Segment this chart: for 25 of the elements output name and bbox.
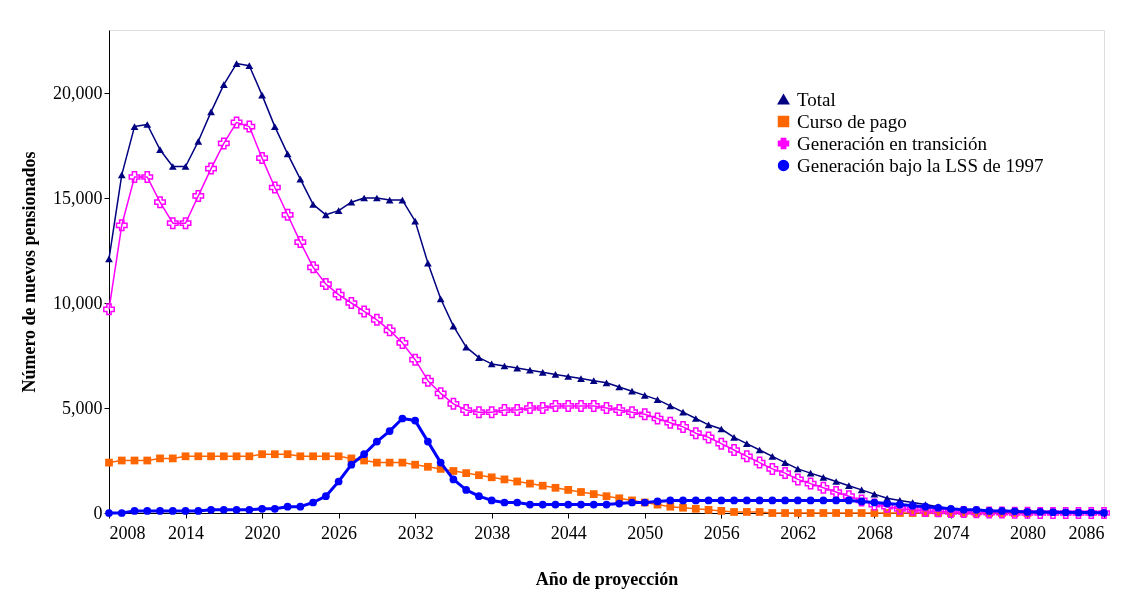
x-tick-label: 2038 (474, 522, 511, 543)
y-axis-title: Número de nuevos pensionados (19, 151, 39, 393)
x-tick-label: 2080 (1009, 522, 1046, 543)
y-tick-label: 0 (93, 502, 103, 523)
legend-label: Generación bajo la LSS de 1997 (797, 154, 1044, 176)
x-tick-label: 2068 (856, 522, 893, 543)
x-tick-label: 2020 (244, 522, 281, 543)
x-tick-label: 2086 (1068, 522, 1105, 543)
y-tick-label: 5,000 (62, 397, 103, 418)
x-tick-label: 2050 (627, 522, 664, 543)
x-tick-label: 2062 (780, 522, 817, 543)
legend-label: Generación en transición (797, 132, 988, 154)
x-tick-label: 2044 (550, 522, 587, 543)
legend-label: Total (797, 88, 836, 110)
y-tick-label: 20,000 (53, 82, 103, 103)
x-axis-title: Año de proyección (535, 568, 679, 589)
x-tick-label: 2014 (168, 522, 205, 543)
x-tick-label: 2056 (703, 522, 740, 543)
legend-label: Curso de pago (797, 110, 907, 132)
y-tick-label: 10,000 (53, 292, 103, 313)
x-tick-label: 2026 (321, 522, 358, 543)
x-tick-label: 2074 (933, 522, 970, 543)
x-tick-label: 2032 (397, 522, 434, 543)
y-tick-label: 15,000 (53, 187, 103, 208)
x-tick-label: 2008 (109, 522, 146, 543)
